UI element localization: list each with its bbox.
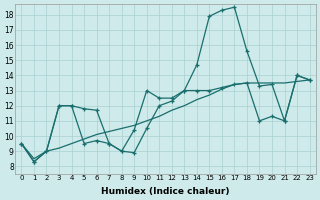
X-axis label: Humidex (Indice chaleur): Humidex (Indice chaleur) [101, 187, 230, 196]
